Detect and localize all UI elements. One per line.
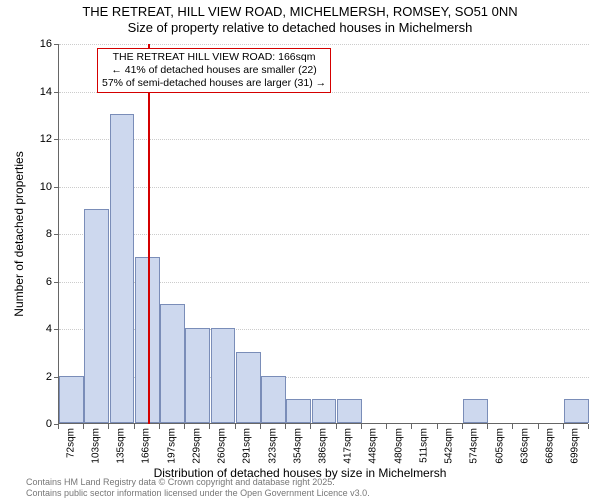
footer-attribution: Contains HM Land Registry data © Crown c… — [26, 477, 370, 498]
gridline — [59, 139, 589, 140]
xtick-mark — [58, 424, 59, 429]
xtick-mark — [209, 424, 210, 429]
xtick-label: 605sqm — [494, 428, 505, 464]
xtick-label: 417sqm — [343, 428, 354, 464]
histogram-bar — [211, 328, 236, 423]
xtick-mark — [336, 424, 337, 429]
xtick-mark — [83, 424, 84, 429]
annotation-box: THE RETREAT HILL VIEW ROAD: 166sqm← 41% … — [97, 48, 331, 93]
histogram-bar — [236, 352, 261, 423]
chart-title-block: THE RETREAT, HILL VIEW ROAD, MICHELMERSH… — [0, 0, 600, 37]
ytick-label: 6 — [24, 276, 52, 288]
xtick-mark — [285, 424, 286, 429]
ytick-mark — [54, 282, 59, 283]
histogram-bar — [84, 209, 109, 423]
annotation-line: 57% of semi-detached houses are larger (… — [102, 77, 326, 90]
ytick-mark — [54, 92, 59, 93]
xtick-mark — [487, 424, 488, 429]
annotation-line: THE RETREAT HILL VIEW ROAD: 166sqm — [102, 51, 326, 64]
xtick-label: 197sqm — [166, 428, 177, 464]
xtick-mark — [386, 424, 387, 429]
histogram-bar — [160, 304, 185, 423]
xtick-label: 229sqm — [191, 428, 202, 464]
xtick-mark — [310, 424, 311, 429]
ytick-label: 4 — [24, 323, 52, 335]
xtick-mark — [159, 424, 160, 429]
xtick-mark — [411, 424, 412, 429]
gridline — [59, 187, 589, 188]
xtick-label: 135sqm — [116, 428, 127, 464]
xtick-label: 386sqm — [318, 428, 329, 464]
histogram-bar — [463, 399, 488, 423]
ytick-mark — [54, 329, 59, 330]
ytick-label: 8 — [24, 228, 52, 240]
xtick-mark — [184, 424, 185, 429]
xtick-mark — [588, 424, 589, 429]
xtick-label: 323sqm — [267, 428, 278, 464]
ytick-mark — [54, 139, 59, 140]
histogram-bar — [110, 114, 135, 423]
histogram-bar — [564, 399, 589, 423]
histogram-bar — [59, 376, 84, 424]
xtick-mark — [361, 424, 362, 429]
chart-area: THE RETREAT HILL VIEW ROAD: 166sqm← 41% … — [58, 44, 588, 424]
ytick-label: 10 — [24, 181, 52, 193]
xtick-mark — [108, 424, 109, 429]
xtick-mark — [538, 424, 539, 429]
xtick-mark — [134, 424, 135, 429]
xtick-label: 291sqm — [242, 428, 253, 464]
ytick-label: 14 — [24, 86, 52, 98]
gridline — [59, 44, 589, 45]
xtick-label: 72sqm — [65, 428, 76, 458]
ytick-mark — [54, 377, 59, 378]
histogram-bar — [337, 399, 362, 423]
xtick-label: 511sqm — [418, 428, 429, 463]
xtick-label: 542sqm — [444, 428, 455, 464]
xtick-label: 448sqm — [368, 428, 379, 464]
annotation-line: ← 41% of detached houses are smaller (22… — [102, 64, 326, 77]
histogram-bar — [261, 376, 286, 424]
histogram-bar — [185, 328, 210, 423]
xtick-label: 636sqm — [519, 428, 530, 464]
histogram-bar — [312, 399, 337, 423]
plot-region: THE RETREAT HILL VIEW ROAD: 166sqm← 41% … — [58, 44, 588, 424]
ytick-mark — [54, 234, 59, 235]
xtick-label: 103sqm — [90, 428, 101, 464]
xtick-mark — [437, 424, 438, 429]
xtick-label: 699sqm — [570, 428, 581, 464]
histogram-bar — [286, 399, 311, 423]
ytick-label: 16 — [24, 38, 52, 50]
xtick-mark — [563, 424, 564, 429]
xtick-mark — [235, 424, 236, 429]
xtick-mark — [512, 424, 513, 429]
ytick-label: 12 — [24, 133, 52, 145]
xtick-mark — [260, 424, 261, 429]
xtick-label: 574sqm — [469, 428, 480, 464]
chart-title-line2: Size of property relative to detached ho… — [0, 20, 600, 36]
xtick-mark — [462, 424, 463, 429]
footer-line2: Contains public sector information licen… — [26, 488, 370, 498]
xtick-label: 166sqm — [141, 428, 152, 464]
chart-title-line1: THE RETREAT, HILL VIEW ROAD, MICHELMERSH… — [0, 4, 600, 20]
ytick-mark — [54, 44, 59, 45]
ytick-label: 0 — [24, 418, 52, 430]
reference-marker-line — [148, 44, 150, 424]
ytick-mark — [54, 187, 59, 188]
footer-line1: Contains HM Land Registry data © Crown c… — [26, 477, 370, 487]
xtick-label: 260sqm — [217, 428, 228, 464]
xtick-label: 668sqm — [545, 428, 556, 464]
ytick-label: 2 — [24, 371, 52, 383]
xtick-label: 480sqm — [393, 428, 404, 464]
xtick-label: 354sqm — [292, 428, 303, 464]
gridline — [59, 234, 589, 235]
